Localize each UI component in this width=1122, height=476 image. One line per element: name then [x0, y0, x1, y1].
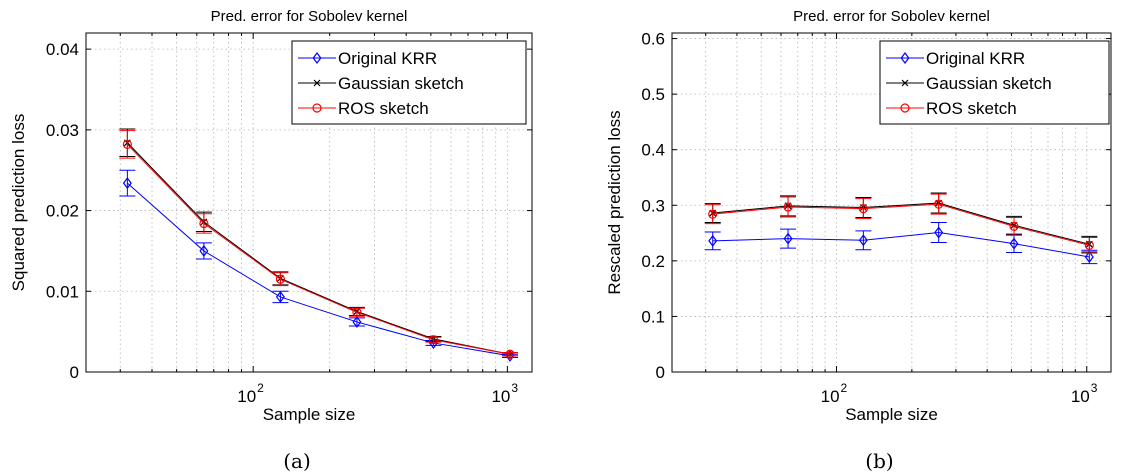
data-point-marker	[428, 335, 439, 345]
x-tick-exponent: 2	[841, 381, 848, 395]
legend-label: Gaussian sketch	[338, 74, 464, 93]
error-bar	[119, 169, 136, 197]
error-bar	[425, 336, 442, 343]
legend-label: ROS sketch	[338, 99, 429, 118]
series-ros-sketch	[704, 193, 1098, 254]
data-point-marker	[275, 290, 285, 303]
y-tick-label: 0.5	[641, 85, 665, 104]
data-point-marker	[708, 234, 718, 247]
series-original-krr	[704, 222, 1098, 265]
error-bar	[930, 193, 947, 215]
error-bar	[930, 222, 947, 244]
chart-panel-a: Pred. error for Sobolev kernel 0 0.01 0.02 0…	[9, 8, 533, 473]
legend-label: Gaussian sketch	[926, 74, 1052, 93]
x-axis-label: Sample size	[845, 405, 938, 424]
data-point-marker	[858, 204, 868, 214]
series-gaussian-sketch	[119, 128, 518, 358]
series-line	[127, 144, 511, 355]
panel-caption: (a)	[283, 449, 311, 473]
legend-label: ROS sketch	[926, 99, 1017, 118]
error-bar	[855, 230, 872, 251]
y-tick-label: 0	[656, 363, 665, 382]
data-point-marker	[858, 234, 868, 247]
data-point-marker	[275, 274, 286, 284]
data-point-marker	[505, 349, 515, 359]
x-tick-exponent: 3	[1091, 381, 1098, 395]
error-bar	[704, 204, 721, 225]
data-point-marker	[934, 199, 944, 209]
x-tick-label: 10	[237, 387, 256, 406]
y-tick-label: 0.3	[641, 196, 665, 215]
error-bar	[119, 130, 136, 159]
series-line	[712, 202, 1090, 245]
data-point-marker	[352, 307, 362, 317]
y-tick-label: 0.4	[641, 141, 665, 160]
series-gaussian-sketch	[704, 192, 1098, 253]
data-point-marker	[783, 232, 793, 245]
data-point-marker	[199, 244, 209, 257]
error-bar	[501, 352, 518, 357]
y-tick-label: 0.04	[46, 40, 79, 59]
legend: Original KRR Gaussian sketch ROS sketch	[879, 40, 1110, 125]
error-bar	[1006, 234, 1023, 254]
legend: Original KRR Gaussian sketch ROS sketch	[291, 40, 527, 125]
y-tick-label: 0.02	[46, 202, 79, 221]
y-tick-label: 0	[70, 363, 79, 382]
data-point-marker	[122, 177, 132, 190]
series-ros-sketch	[119, 130, 518, 359]
error-bar	[780, 196, 797, 218]
legend-marker	[313, 79, 321, 87]
data-point-marker	[1009, 237, 1019, 250]
panel-caption: (b)	[865, 449, 893, 473]
y-tick-label: 0.2	[641, 252, 665, 271]
x-tick-label: 10	[1071, 387, 1090, 406]
error-bar	[1006, 217, 1023, 236]
chart-panel-b: Pred. error for Sobolev kernel 0 0.1 0.2 0.3…	[605, 8, 1112, 473]
legend-marker	[312, 103, 322, 113]
plot-frame	[85, 32, 533, 373]
chart-title: Pred. error for Sobolev kernel	[211, 8, 408, 25]
x-tick-label: 10	[491, 387, 510, 406]
legend-marker	[900, 103, 910, 113]
data-point-marker	[708, 209, 718, 219]
error-bar	[855, 198, 872, 220]
series-original-krr	[119, 169, 518, 362]
x-tick-exponent: 2	[257, 381, 264, 395]
legend-label: Original KRR	[338, 49, 437, 68]
legend-marker	[312, 52, 322, 64]
chart-title: Pred. error for Sobolev kernel	[793, 8, 990, 25]
legend-label: Original KRR	[926, 49, 1025, 68]
error-bar	[348, 317, 365, 327]
series-line	[127, 142, 511, 355]
series-line	[712, 203, 1090, 246]
plot-frame	[671, 32, 1112, 373]
data-point-marker	[1009, 221, 1019, 231]
legend-marker	[901, 79, 909, 87]
data-point-marker	[199, 218, 209, 229]
error-bar	[1081, 237, 1098, 254]
data-point-marker	[122, 139, 132, 149]
series-line	[712, 232, 1090, 258]
y-tick-label: 0.1	[641, 307, 665, 326]
y-axis-label: Squared prediction loss	[9, 114, 28, 292]
y-axis-label: Rescaled prediction loss	[605, 110, 624, 294]
x-tick-label: 10	[821, 387, 840, 406]
error-bar	[272, 290, 289, 304]
series-line	[127, 182, 511, 357]
data-point-marker	[783, 202, 793, 212]
error-bar	[195, 213, 212, 234]
data-point-marker	[934, 226, 944, 239]
y-tick-label: 0.6	[641, 30, 665, 49]
data-point-marker	[1084, 250, 1094, 263]
y-tick-label: 0.03	[46, 121, 79, 140]
legend-marker	[900, 52, 910, 64]
data-point-marker	[1084, 240, 1094, 250]
x-axis-label: Sample size	[263, 405, 356, 424]
error-bar	[780, 228, 797, 249]
data-point-marker	[352, 315, 362, 328]
y-tick-label: 0.01	[46, 282, 79, 301]
x-tick-exponent: 3	[511, 381, 518, 395]
